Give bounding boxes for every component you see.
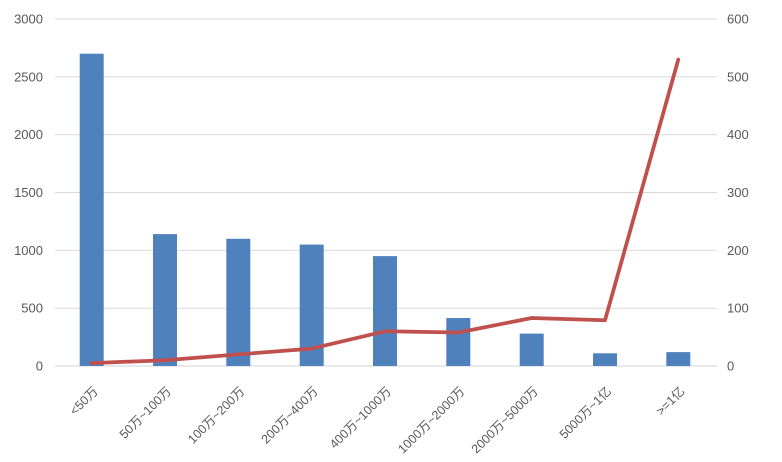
y-right-tick-label: 200 (727, 243, 749, 258)
y-right-tick-label: 500 (727, 69, 749, 84)
y-right-tick-label: 300 (727, 185, 749, 200)
line-series-group (89, 57, 681, 365)
y-right-tick-label: 400 (727, 127, 749, 142)
y-left-tick-label: 2000 (14, 127, 43, 142)
x-category-label: 400万~1000万 (327, 384, 394, 451)
bar (226, 238, 251, 366)
x-category-label: <50万 (67, 384, 101, 418)
x-category-label: 200万~400万 (259, 384, 321, 446)
x-category-label: 1000万~2000万 (395, 384, 467, 456)
bar (519, 333, 544, 366)
bar (153, 234, 177, 366)
bar-series-group (79, 53, 691, 366)
x-category-label: 2000万~5000万 (469, 384, 541, 456)
x-axis-labels: <50万 50万~100万 100万~200万 200万~400万 400万~1000万… (67, 384, 687, 457)
line-series-path (89, 57, 681, 365)
bar (666, 352, 691, 366)
y-axis-left-labels: 0 500 1000 1500 2000 2500 3000 (14, 12, 43, 374)
bar (373, 256, 397, 366)
bar (593, 353, 617, 366)
x-category-label: >=1亿 (653, 384, 688, 419)
y-left-tick-label: 0 (36, 359, 43, 374)
y-right-tick-label: 600 (727, 12, 749, 27)
y-left-tick-label: 1500 (14, 185, 43, 200)
y-axis-right-labels: 0 100 200 300 400 500 600 (727, 12, 749, 374)
x-category-label: 50万~100万 (117, 384, 174, 441)
bar (446, 318, 471, 366)
bar (79, 53, 104, 366)
x-category-label: 5000万~1亿 (556, 384, 614, 442)
x-category-label: 100万~200万 (185, 384, 247, 446)
y-left-tick-label: 2500 (14, 69, 43, 84)
y-right-tick-label: 0 (727, 359, 734, 374)
y-right-tick-label: 100 (727, 301, 749, 316)
y-left-tick-label: 500 (21, 301, 43, 316)
y-left-tick-label: 1000 (14, 243, 43, 258)
y-left-tick-label: 3000 (14, 12, 43, 27)
